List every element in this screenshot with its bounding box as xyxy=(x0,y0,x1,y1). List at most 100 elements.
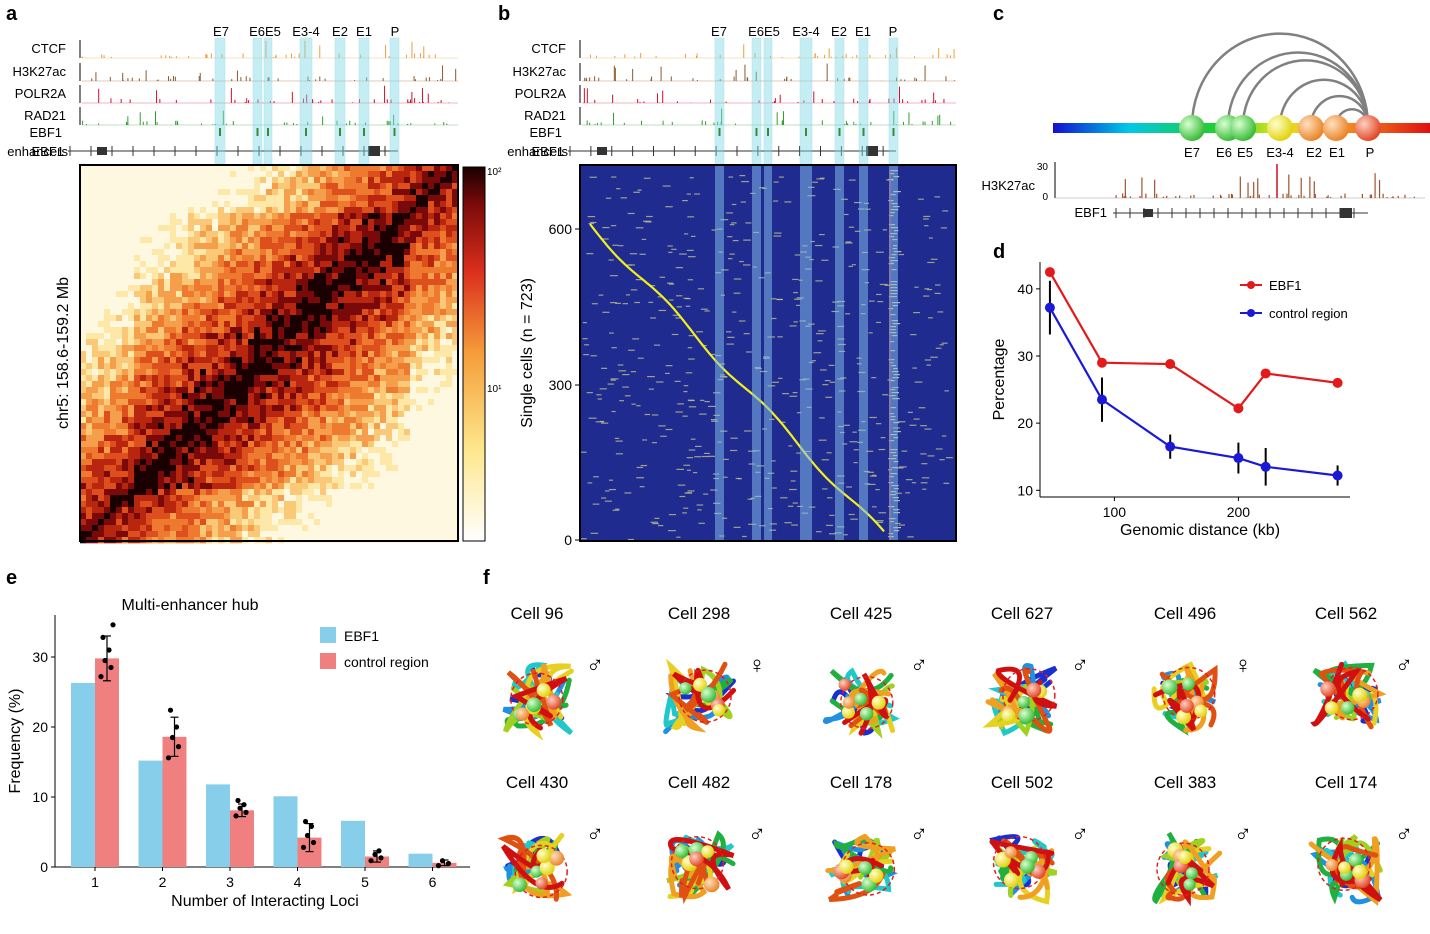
heatmap-cell xyxy=(236,387,243,394)
heatmap-cell xyxy=(332,495,339,502)
contact-dash xyxy=(611,410,616,413)
contact-dash xyxy=(796,304,801,306)
heatmap-cell xyxy=(92,285,99,292)
heatmap-cell xyxy=(230,213,237,220)
heatmap-cell xyxy=(422,351,429,358)
heatmap-cell xyxy=(260,255,267,262)
heatmap-cell xyxy=(116,297,123,304)
heatmap-cell xyxy=(200,327,207,334)
heatmap-cell xyxy=(218,171,225,178)
heatmap-cell xyxy=(452,279,459,286)
heatmap-cell xyxy=(344,201,351,208)
contact-dash xyxy=(695,445,702,448)
heatmap-cell xyxy=(176,219,183,226)
heatmap-cell xyxy=(86,447,93,454)
heatmap-cell xyxy=(302,171,309,178)
heatmap-cell xyxy=(284,171,291,178)
heatmap-cell xyxy=(128,183,135,190)
heatmap-cell xyxy=(110,303,117,310)
heatmap-cell xyxy=(140,453,147,460)
contact-dash xyxy=(758,277,765,279)
heatmap-cell xyxy=(332,261,339,268)
heatmap-cell xyxy=(242,393,249,400)
heatmap-cell xyxy=(182,513,189,520)
heatmap-cell xyxy=(374,225,381,232)
heatmap-cell xyxy=(326,405,333,412)
heatmap-cell xyxy=(158,237,165,244)
heatmap-cell xyxy=(326,471,333,478)
heatmap-cell xyxy=(338,267,345,274)
heatmap-cell xyxy=(254,471,261,478)
contact-dash xyxy=(793,321,798,323)
heatmap-cell xyxy=(272,177,279,184)
heatmap-cell xyxy=(230,249,237,256)
contact-dash xyxy=(644,221,652,223)
heatmap-cell xyxy=(86,285,93,292)
heatmap-cell xyxy=(404,351,411,358)
heatmap-cell xyxy=(422,195,429,202)
heatmap-cell xyxy=(230,237,237,244)
heatmap-cell xyxy=(320,339,327,346)
heatmap-cell xyxy=(122,411,129,418)
heatmap-cell xyxy=(386,411,393,418)
heatmap-cell xyxy=(302,519,309,526)
heatmap-cell xyxy=(146,525,153,532)
heatmap-cell xyxy=(308,507,315,514)
heatmap-cell xyxy=(254,345,261,352)
heatmap-cell xyxy=(266,483,273,490)
heatmap-cell xyxy=(272,189,279,196)
heatmap-cell xyxy=(440,411,447,418)
heatmap-cell xyxy=(236,399,243,406)
heatmap-cell xyxy=(104,171,111,178)
heatmap-cell xyxy=(296,249,303,256)
heatmap-cell xyxy=(356,225,363,232)
heatmap-cell xyxy=(146,267,153,274)
heatmap-cell xyxy=(338,507,345,514)
heatmap-cell xyxy=(80,459,87,466)
heatmap-cell xyxy=(440,465,447,472)
heatmap-cell xyxy=(194,165,201,172)
heatmap-cell xyxy=(404,333,411,340)
heatmap-cell xyxy=(254,381,261,388)
heatmap-cell xyxy=(332,177,339,184)
heatmap-cell xyxy=(152,249,159,256)
heatmap-cell xyxy=(416,357,423,364)
heatmap-cell xyxy=(362,387,369,394)
contact-dash xyxy=(687,279,694,281)
heatmap-cell xyxy=(242,291,249,298)
heatmap-cell xyxy=(176,279,183,286)
heatmap-cell xyxy=(422,219,429,226)
heatmap-cell xyxy=(398,333,405,340)
heatmap-cell xyxy=(278,315,285,322)
heatmap-cell xyxy=(296,219,303,226)
heatmap-cell xyxy=(212,411,219,418)
heatmap-cell xyxy=(146,513,153,520)
heatmap-cell xyxy=(206,519,213,526)
heatmap-cell xyxy=(218,423,225,430)
heatmap-cell xyxy=(140,363,147,370)
heatmap-cell xyxy=(188,513,195,520)
heatmap-cell xyxy=(218,483,225,490)
heatmap-cell xyxy=(314,237,321,244)
heatmap-cell xyxy=(434,345,441,352)
heatmap-cell xyxy=(92,273,99,280)
heatmap-cell xyxy=(122,213,129,220)
heatmap-cell xyxy=(302,399,309,406)
heatmap-cell xyxy=(446,465,453,472)
heatmap-cell xyxy=(116,411,123,418)
heatmap-cell xyxy=(158,447,165,454)
heatmap-cell xyxy=(110,291,117,298)
heatmap-cell xyxy=(356,393,363,400)
heatmap-cell xyxy=(440,201,447,208)
heatmap-cell xyxy=(278,285,285,292)
contact-dash xyxy=(617,364,624,366)
heatmap-cell xyxy=(308,363,315,370)
contact-dash xyxy=(851,264,856,266)
heatmap-cell xyxy=(350,459,357,466)
heatmap-cell xyxy=(398,363,405,370)
heatmap-cell xyxy=(194,279,201,286)
contact-dash xyxy=(854,230,861,232)
heatmap-cell xyxy=(98,453,105,460)
heatmap-cell xyxy=(140,429,147,436)
heatmap-cell xyxy=(128,417,135,424)
